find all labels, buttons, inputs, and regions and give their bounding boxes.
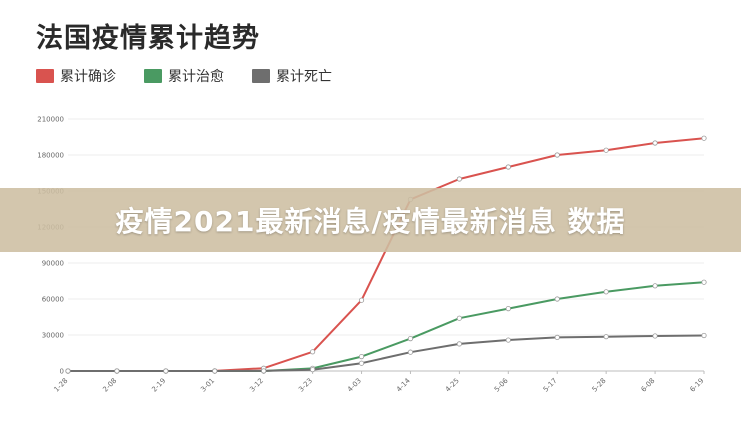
legend-item-confirmed[interactable]: 累计确诊	[36, 66, 116, 86]
data-point[interactable]	[603, 334, 609, 340]
data-point[interactable]	[652, 333, 658, 339]
y-tick-label: 180000	[37, 152, 64, 160]
data-point[interactable]	[505, 164, 511, 170]
x-tick-label: 4-25	[444, 377, 461, 394]
x-tick-label: 2-19	[150, 377, 167, 394]
data-point[interactable]	[701, 279, 707, 285]
chart-title: 法国疫情累计趋势	[36, 23, 260, 54]
data-point[interactable]	[554, 334, 560, 340]
legend-swatch-confirmed	[36, 69, 54, 83]
data-point[interactable]	[701, 332, 707, 339]
legend-item-deaths[interactable]: 累计死亡	[252, 66, 332, 86]
legend: 累计确诊 累计治愈 累计死亡	[36, 66, 332, 86]
data-point[interactable]	[456, 315, 462, 321]
data-point[interactable]	[652, 140, 658, 146]
data-point[interactable]	[261, 368, 267, 374]
data-point[interactable]	[505, 305, 511, 312]
data-point[interactable]	[603, 147, 609, 153]
x-tick-label: 5-06	[493, 376, 510, 393]
data-point[interactable]	[163, 368, 169, 374]
data-point[interactable]	[310, 349, 316, 355]
y-tick-label: 210000	[37, 116, 64, 124]
legend-label-recovered: 累计治愈	[168, 69, 224, 85]
y-tick-label: 30000	[42, 332, 64, 340]
legend-item-recovered[interactable]: 累计治愈	[144, 66, 224, 86]
data-point[interactable]	[505, 337, 511, 343]
data-point[interactable]	[310, 367, 316, 373]
x-tick-label: 4-14	[395, 376, 412, 393]
x-tick-label: 2-08	[101, 377, 118, 394]
data-point[interactable]	[456, 341, 462, 347]
data-point[interactable]	[358, 360, 365, 366]
x-tick-label: 1-28	[53, 377, 70, 394]
x-tick-label: 6-08	[640, 377, 657, 394]
x-tick-label: 3-12	[248, 377, 265, 394]
x-tick-label: 3-23	[297, 377, 314, 394]
legend-swatch-deaths	[252, 69, 270, 83]
legend-label-confirmed: 累计确诊	[60, 69, 116, 85]
x-tick-label: 4-03	[346, 377, 363, 394]
data-point[interactable]	[652, 283, 658, 289]
y-tick-label: 0	[60, 368, 64, 376]
data-point[interactable]	[407, 335, 414, 342]
x-tick-label: 5-17	[542, 377, 559, 394]
legend-swatch-recovered	[144, 69, 162, 83]
series-layer	[65, 135, 707, 374]
data-point[interactable]	[65, 368, 71, 374]
data-point[interactable]	[358, 297, 365, 303]
y-tick-label: 90000	[42, 260, 64, 268]
data-point[interactable]	[114, 368, 120, 374]
y-tick-label: 60000	[42, 296, 64, 304]
overlay-banner: 疫情2021最新消息/疫情最新消息 数据	[0, 188, 741, 252]
x-tick-label: 6-19	[689, 377, 706, 394]
data-point[interactable]	[554, 152, 560, 158]
banner-text: 疫情2021最新消息/疫情最新消息 数据	[115, 205, 626, 238]
data-point[interactable]	[603, 289, 609, 295]
x-tick-label: 3-01	[199, 377, 216, 394]
legend-label-deaths: 累计死亡	[276, 69, 332, 85]
data-point[interactable]	[554, 296, 560, 302]
data-point[interactable]	[456, 176, 462, 182]
data-point[interactable]	[212, 368, 218, 374]
data-point[interactable]	[407, 349, 414, 355]
data-point[interactable]	[358, 353, 365, 360]
series-line-2	[68, 334, 705, 372]
data-point[interactable]	[701, 135, 707, 141]
x-tick-label: 5-28	[591, 377, 608, 394]
